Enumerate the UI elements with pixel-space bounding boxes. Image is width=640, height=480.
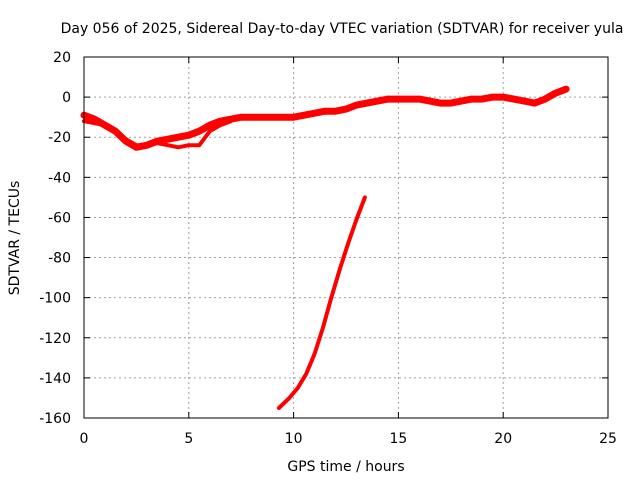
x-tick-labels: 0 5 10 15 20 25 <box>80 431 617 447</box>
data-series <box>80 85 570 410</box>
x-tick-label: 25 <box>599 431 617 447</box>
y-tick-label: -80 <box>48 251 71 267</box>
y-axis-label: SDTVAR / TECUs <box>7 181 23 296</box>
y-tick-label: -140 <box>39 371 71 387</box>
y-tick-label: -160 <box>39 411 71 427</box>
tick-marks <box>83 56 609 419</box>
series-line-1 <box>80 85 570 151</box>
y-tick-label: 20 <box>53 50 71 66</box>
series-line-2 <box>82 119 233 150</box>
y-tick-label: 0 <box>62 90 71 106</box>
y-tick-labels: 20 0 -20 -40 -60 -80 -100 -120 -140 -160 <box>39 50 71 427</box>
x-tick-label: 0 <box>80 431 89 447</box>
x-tick-label: 15 <box>389 431 407 447</box>
x-tick-label: 5 <box>184 431 193 447</box>
chart-title: Day 056 of 2025, Sidereal Day-to-day VTE… <box>61 21 624 37</box>
y-tick-label: -60 <box>48 210 71 226</box>
series-line-3 <box>276 195 367 410</box>
x-tick-label: 10 <box>285 431 303 447</box>
y-tick-label: -100 <box>39 291 71 307</box>
x-tick-label: 20 <box>494 431 512 447</box>
x-axis-label: GPS time / hours <box>287 459 404 475</box>
plot-frame <box>83 56 609 419</box>
y-tick-label: -40 <box>48 170 71 186</box>
y-tick-label: -120 <box>39 331 71 347</box>
y-tick-label: -20 <box>48 130 71 146</box>
